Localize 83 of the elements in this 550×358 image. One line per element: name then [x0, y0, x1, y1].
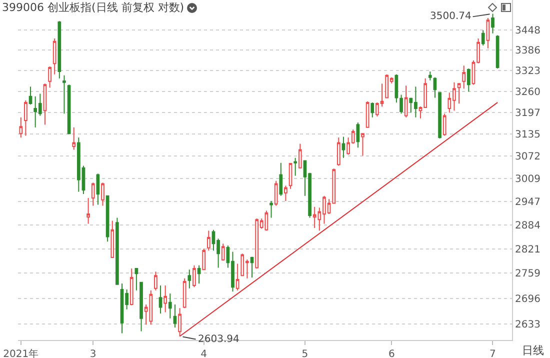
candlestick — [466, 68, 470, 92]
y-tick-label: 3135 — [515, 129, 540, 140]
y-tick-label: 3386 — [515, 46, 540, 57]
candlestick — [91, 182, 95, 206]
candlestick — [178, 308, 182, 337]
candlestick — [154, 271, 158, 291]
candlestick — [52, 38, 56, 75]
y-tick-label: 2821 — [515, 244, 540, 256]
y-tick-label: 3260 — [515, 86, 540, 98]
x-tick-label: 5 — [302, 349, 308, 358]
annotation: 3500.74 — [430, 11, 472, 22]
candlestick — [356, 122, 360, 148]
candlestick — [457, 83, 461, 104]
candlestick — [298, 143, 302, 168]
candlestick — [168, 293, 172, 319]
annotation: 2603.94 — [198, 334, 240, 345]
y-tick-label: 2633 — [515, 320, 540, 331]
candlestick — [294, 157, 298, 176]
candlestick — [279, 162, 283, 196]
x-tick-label: 7 — [490, 349, 496, 358]
candlestick — [101, 182, 104, 206]
y-tick-label: 2696 — [515, 294, 540, 305]
y-tick-label: 3197 — [515, 108, 540, 120]
candlestick — [130, 268, 134, 306]
candlestick — [433, 76, 437, 98]
candlestick — [110, 220, 114, 258]
candlestick — [394, 74, 398, 103]
candlestick — [24, 100, 28, 136]
candlestick — [236, 263, 240, 291]
y-tick-label: 3323 — [515, 66, 540, 77]
candlestick — [158, 285, 162, 314]
candlestick — [481, 30, 485, 46]
candlestick — [188, 269, 192, 289]
candlestick — [221, 243, 225, 262]
candlestick — [250, 256, 254, 278]
x-tick-label: 6 — [388, 349, 395, 358]
x-tick-label: 3 — [90, 349, 96, 358]
x-tick-label: 2021年 — [3, 348, 39, 358]
candlestick — [400, 94, 403, 114]
candlestick — [197, 264, 201, 284]
candlestick — [62, 74, 66, 114]
candlestick — [442, 113, 446, 136]
y-tick-label: 2947 — [515, 196, 540, 208]
y-tick-label: 3448 — [515, 26, 540, 37]
candlestick — [462, 65, 466, 90]
candlestick — [58, 20, 62, 79]
candlestick — [288, 163, 292, 190]
candlestick — [370, 102, 374, 118]
candlestick — [336, 136, 340, 166]
candlestick — [182, 278, 186, 309]
candlestick — [43, 83, 47, 126]
candlestick — [284, 185, 288, 202]
candlestick — [192, 264, 196, 288]
text: 日线 — [522, 344, 544, 357]
candlestick — [206, 230, 210, 252]
candlestick — [96, 173, 100, 206]
candlestick — [274, 180, 278, 206]
candlestick — [86, 198, 90, 224]
candlestick — [428, 70, 432, 81]
candlestick — [116, 217, 119, 285]
candlestick — [342, 136, 346, 158]
candlestick — [486, 17, 490, 49]
candlestick — [134, 268, 138, 291]
candlestick — [361, 133, 364, 156]
candlestick — [140, 282, 143, 332]
candlestick — [28, 86, 32, 105]
y-tick-label: 2759 — [515, 268, 540, 280]
candlestick — [72, 126, 76, 150]
candlestick — [48, 66, 52, 88]
candlestick — [19, 116, 23, 138]
chart-title: 399006 创业板指(日线 前复权 对数) — [2, 0, 184, 15]
candlestick — [438, 92, 442, 139]
candlestick — [202, 248, 206, 270]
x-tick-label: 4 — [200, 349, 208, 358]
y-tick-label: 2884 — [515, 220, 540, 232]
candlestick — [270, 200, 273, 218]
y-tick-label: 3009 — [515, 174, 540, 186]
candlestick — [404, 85, 408, 118]
candlestick — [164, 285, 168, 313]
candlestick — [491, 13, 494, 34]
candlestick — [173, 304, 177, 328]
y-tick-label: 3072 — [515, 152, 540, 163]
candlestick — [106, 195, 110, 242]
